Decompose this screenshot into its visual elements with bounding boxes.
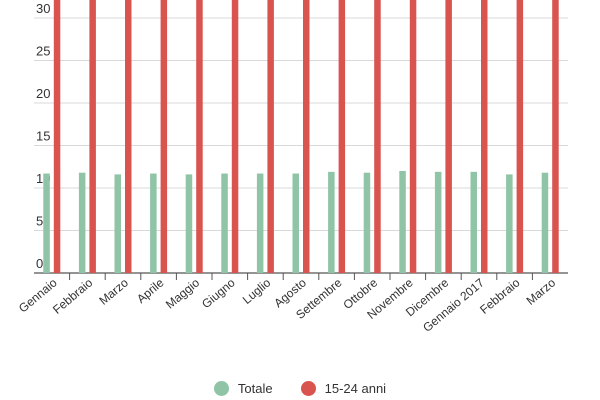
legend-swatch-series-1 [213, 381, 229, 396]
x-category-label-4: Aprile [134, 275, 167, 306]
y-tick-label-20: 20 [36, 86, 50, 101]
bar-1-13[interactable] [470, 171, 478, 273]
bar-1-7[interactable] [256, 173, 264, 273]
bar-1-15[interactable] [541, 172, 549, 273]
x-category-label-2: Febbraio [50, 275, 96, 316]
y-tick-label-5: 5 [36, 214, 43, 229]
legend: Totale 15-24 anni [0, 381, 600, 396]
bar-2-14[interactable] [516, 0, 524, 273]
bar-1-9[interactable] [328, 171, 335, 273]
y-tick-label-15: 15 [36, 129, 50, 144]
y-tick-label-30: 30 [36, 1, 50, 16]
x-category-label-15: Marzo [524, 275, 559, 307]
x-category-label-6: Giugno [199, 275, 238, 311]
x-category-label-14: Febbraio [477, 275, 523, 316]
bar-2-5[interactable] [196, 0, 203, 273]
legend-item-series-1[interactable]: Totale [213, 381, 273, 396]
x-category-label-5: Maggio [163, 275, 202, 311]
legend-label-series-1: Totale [237, 381, 273, 396]
bar-1-12[interactable] [434, 171, 442, 273]
bar-1-10[interactable] [363, 172, 371, 273]
y-tick-label-0: 0 [36, 256, 43, 271]
bar-2-11[interactable] [409, 0, 417, 273]
x-axis-tick-marks [69, 273, 533, 280]
bar-2-12[interactable] [445, 0, 452, 273]
bar-2-4[interactable] [160, 0, 168, 273]
bar-2-15[interactable] [552, 0, 559, 273]
y-tick-label-25: 25 [36, 44, 50, 59]
x-category-label-7: Luglio [240, 275, 274, 307]
bars [43, 0, 559, 273]
bar-1-3[interactable] [114, 174, 122, 273]
bar-1-5[interactable] [185, 174, 193, 273]
bar-2-6[interactable] [231, 0, 239, 273]
bar-1-4[interactable] [150, 173, 157, 273]
bar-2-10[interactable] [374, 0, 381, 273]
bar-2-2[interactable] [89, 0, 96, 273]
legend-swatch-series-2 [300, 381, 316, 396]
x-category-label-3: Marzo [96, 275, 131, 307]
bar-2-7[interactable] [267, 0, 274, 273]
bar-2-9[interactable] [338, 0, 346, 273]
bar-2-1[interactable] [53, 0, 61, 273]
bar-1-8[interactable] [292, 173, 300, 273]
bar-1-2[interactable] [78, 172, 86, 273]
bar-1-1[interactable] [43, 173, 50, 273]
bar-2-8[interactable] [303, 0, 310, 273]
bar-2-3[interactable] [125, 0, 132, 273]
bar-1-6[interactable] [221, 173, 228, 273]
legend-item-series-2[interactable]: 15-24 anni [300, 381, 387, 396]
bar-1-14[interactable] [506, 174, 513, 273]
bar-1-11[interactable] [399, 171, 406, 273]
legend-label-series-2: 15-24 anni [324, 381, 387, 396]
bar-2-13[interactable] [481, 0, 488, 273]
grid-lines [34, 17, 568, 274]
